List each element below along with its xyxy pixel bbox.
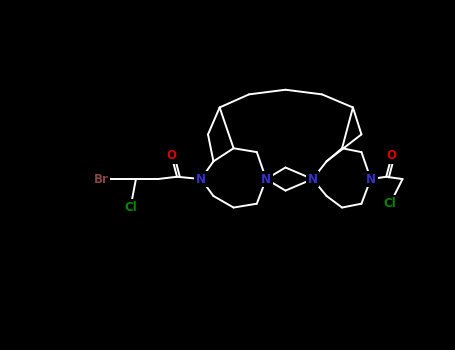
Text: Cl: Cl: [384, 197, 396, 210]
Text: N: N: [261, 173, 271, 186]
Text: Br: Br: [94, 173, 108, 186]
Text: O: O: [387, 149, 397, 162]
Text: N: N: [308, 173, 318, 186]
Text: Cl: Cl: [124, 201, 137, 214]
Text: O: O: [167, 149, 177, 162]
Text: N: N: [366, 173, 376, 186]
Text: N: N: [196, 173, 206, 186]
